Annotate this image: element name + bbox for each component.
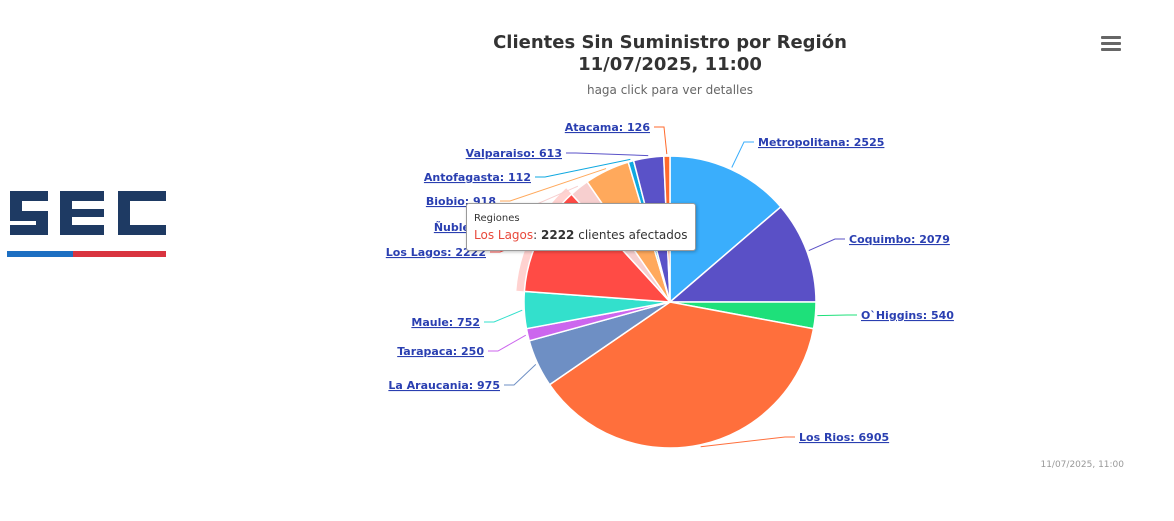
pie-label-los-rios[interactable]: Los Rios: 6905 — [799, 431, 889, 444]
pie-connector-tarapaca — [488, 334, 527, 352]
pie-connector-los-rios — [700, 436, 795, 448]
chart-credit: 11/07/2025, 11:00 — [1040, 460, 1124, 470]
pie-label-valparaiso[interactable]: Valparaiso: 613 — [466, 147, 562, 160]
tooltip-header: Regiones — [474, 213, 520, 224]
pie-connector-antofagasta — [535, 158, 631, 178]
pie-slice-metropolitana[interactable] — [669, 155, 782, 304]
logo-letter-s — [10, 191, 48, 235]
logo-bar-red — [73, 251, 166, 257]
pie-label-metropolitana[interactable]: Metropolitana: 2525 — [758, 136, 884, 149]
pie-label-la-araucania[interactable]: La Araucania: 975 — [388, 379, 500, 392]
pie-label-antofagasta[interactable]: Antofagasta: 112 — [424, 171, 531, 184]
chart-subtitle: haga click para ver detalles — [586, 83, 754, 97]
pie-label-los-lagos[interactable]: Los Lagos: 2222 — [386, 246, 486, 259]
logo-letter-c — [118, 191, 166, 235]
pie-connector-biobio — [500, 168, 607, 202]
pie-slice-coquimbo[interactable] — [667, 205, 817, 303]
pie-label-ñuble[interactable]: Ñuble — [434, 221, 470, 234]
logo-bar-blue — [7, 251, 73, 257]
pie-connector-atacama — [654, 126, 668, 155]
chart-title-date: 11/07/2025, 11:00 — [578, 54, 762, 75]
pie-connector-metropolitana — [731, 141, 754, 168]
chart-tooltip: Regiones Los Lagos: 2222 clientes afecta… — [466, 203, 697, 251]
pie-labels: Metropolitana: 2525 Coquimbo: 2079 O`Higgi… — [386, 121, 954, 444]
hamburger-menu-icon[interactable] — [1099, 34, 1123, 54]
pie-label-o-higgins[interactable]: O`Higgins: 540 — [861, 309, 954, 322]
pie-connector-o-higgins — [817, 314, 857, 317]
pie-label-tarapaca[interactable]: Tarapaca: 250 — [397, 345, 484, 358]
pie-slice-los-rios[interactable] — [548, 301, 815, 449]
pie-label-atacama[interactable]: Atacama: 126 — [565, 121, 651, 134]
pie-label-maule[interactable]: Maule: 752 — [411, 316, 480, 329]
chart-title: Clientes Sin Suministro por Región — [493, 32, 847, 53]
pie-connector-valparaiso — [566, 152, 649, 157]
logo-letter-e — [60, 191, 104, 235]
tooltip-region: Los Lagos — [474, 228, 534, 242]
pie-slices — [516, 155, 817, 449]
pie-label-coquimbo[interactable]: Coquimbo: 2079 — [849, 233, 950, 246]
pie-connector-la-araucania — [504, 364, 537, 386]
tooltip-separator: : — [533, 228, 541, 242]
tooltip-value: 2222 — [541, 228, 575, 242]
pie-connector-coquimbo — [808, 238, 845, 252]
pie-connector-maule — [484, 309, 523, 323]
tooltip-suffix: clientes afectados — [574, 228, 688, 242]
sec-logo — [7, 191, 166, 257]
